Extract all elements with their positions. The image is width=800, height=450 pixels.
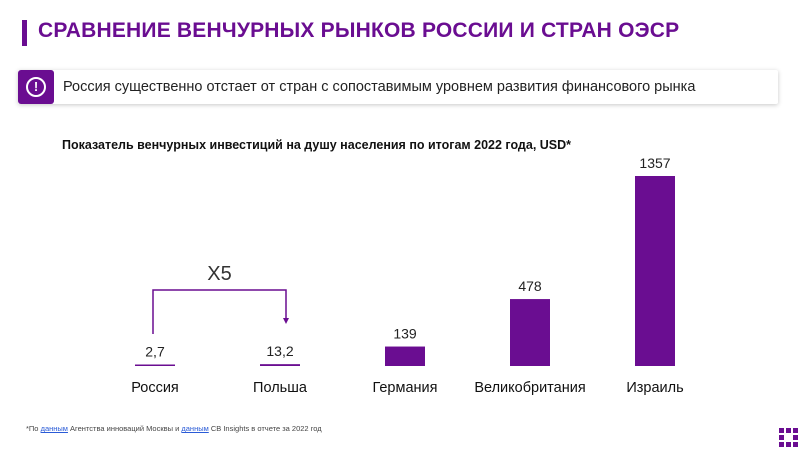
page-title: СРАВНЕНИЕ ВЕНЧУРНЫХ РЫНКОВ РОССИИ И СТРА…: [38, 19, 680, 42]
category-label: Германия: [372, 380, 437, 396]
footnote-link-2[interactable]: данным: [181, 424, 209, 433]
category-label: Великобритания: [474, 380, 585, 396]
chart-title: Показатель венчурных инвестиций на душу …: [62, 138, 572, 152]
bar-value-label: 478: [518, 278, 542, 294]
category-label: Польша: [253, 380, 308, 396]
bar-value-label: 139: [393, 326, 417, 342]
bar-4: [510, 299, 550, 366]
bar-3: [385, 346, 425, 366]
footnote-link-1[interactable]: данным: [40, 424, 68, 433]
footnote-text-1: *По: [26, 424, 41, 433]
footnote: *По данным Агентства инноваций Москвы и …: [26, 424, 322, 433]
bar-2: [260, 364, 300, 366]
footnote-text-3: CB Insights в отчете за 2022 год: [208, 424, 322, 433]
category-label: Израиль: [626, 380, 683, 396]
title-accent-bar: [22, 20, 27, 46]
footnote-text-2: Агентства инноваций Москвы и: [67, 424, 182, 433]
bar-value-label: 1357: [639, 155, 670, 171]
callout-box: ! Россия существенно отстает от стран с …: [18, 70, 778, 104]
annotation-bracket: [152, 289, 287, 334]
annotation-arrowhead: [283, 318, 289, 324]
callout-text: Россия существенно отстает от стран с со…: [63, 79, 696, 95]
category-label: Россия: [131, 380, 179, 396]
brand-logo-icon: [779, 428, 800, 450]
bar-5: [635, 176, 675, 366]
callout-icon-box: !: [18, 70, 54, 104]
bar-1: [135, 364, 175, 366]
bar-value-label: 13,2: [266, 343, 293, 359]
annotation-label: X5: [207, 263, 231, 285]
exclamation-circle-icon: !: [26, 77, 46, 97]
bar-value-label: 2,7: [145, 344, 165, 360]
